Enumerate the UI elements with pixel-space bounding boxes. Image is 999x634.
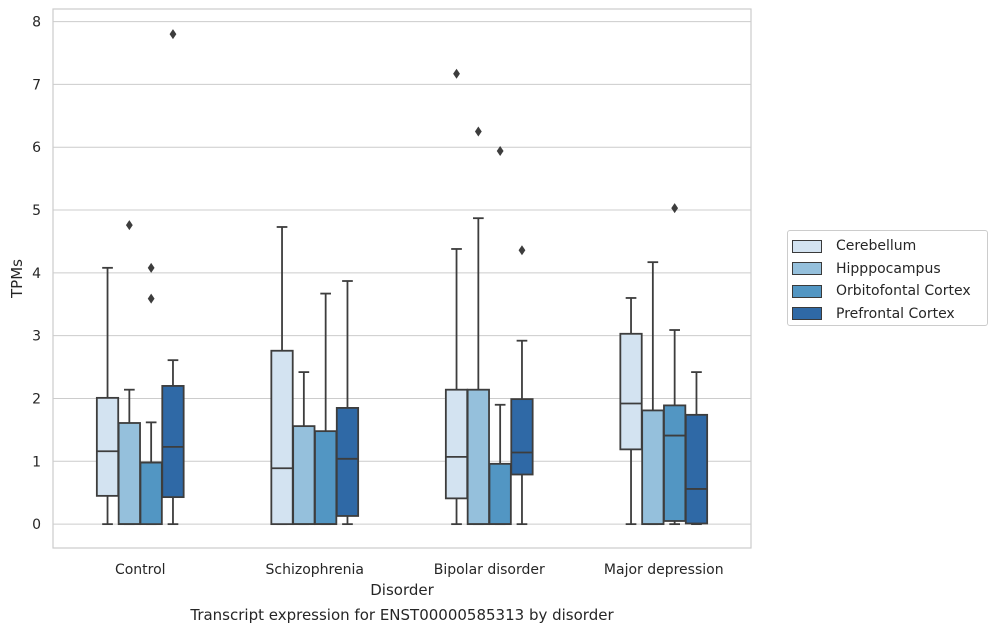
- y-tick-label-2: 2: [32, 391, 41, 407]
- legend-swatch: [792, 262, 822, 276]
- box-3-0: [619, 297, 643, 526]
- outlier-point: [474, 126, 482, 137]
- y-axis-label: TPMs: [8, 259, 26, 299]
- box-body: [444, 388, 469, 500]
- box-groups: [95, 29, 709, 526]
- box-0-0: [95, 266, 120, 526]
- box-body: [161, 385, 185, 499]
- y-tick-label-6: 6: [32, 140, 41, 156]
- outlier-point: [147, 262, 155, 273]
- outlier-point: [125, 220, 133, 231]
- legend-label: Orbitofontal Cortex: [836, 283, 971, 300]
- box-2-0: [444, 68, 469, 526]
- x-tick-label-0: Control: [115, 562, 166, 578]
- y-tick-label-7: 7: [32, 77, 41, 93]
- box-body: [95, 396, 120, 497]
- box-0-2: [139, 262, 163, 526]
- box-body: [335, 407, 360, 517]
- box-0-1: [117, 220, 141, 526]
- legend-item-0: Cerebellum: [792, 235, 987, 258]
- box-1-2: [314, 292, 338, 526]
- outlier-point: [518, 245, 526, 256]
- box-body: [488, 462, 512, 526]
- outlier-point: [453, 68, 460, 79]
- x-tick-label-3: Major depression: [604, 562, 724, 578]
- x-tick-label-2: Bipolar disorder: [434, 562, 545, 578]
- y-tick-label-1: 1: [32, 454, 41, 470]
- box-body: [314, 430, 338, 526]
- box-body: [466, 388, 490, 526]
- legend-swatch: [792, 307, 822, 321]
- box-1-1: [292, 371, 316, 526]
- legend-label: Cerebellum: [836, 238, 917, 255]
- outlier-point: [147, 293, 155, 304]
- x-axis-ticks: Control Schizophrenia Bipolar disorder Majo…: [115, 562, 724, 578]
- x-axis-label: Disorder: [370, 581, 434, 599]
- box-body: [292, 425, 316, 526]
- legend-swatch: [792, 284, 822, 298]
- box-body: [684, 413, 709, 525]
- y-tick-label-0: 0: [32, 517, 41, 533]
- chart-caption: Transcript expression for ENST0000058531…: [190, 606, 614, 624]
- y-axis-ticks: 0 1 2 3 4 5 6 7 8: [32, 15, 41, 534]
- y-tick-label-5: 5: [32, 203, 41, 219]
- y-tick-label-8: 8: [32, 15, 41, 31]
- box-body: [619, 332, 643, 451]
- y-tick-label-4: 4: [32, 266, 41, 282]
- box-body: [510, 398, 534, 476]
- outlier-point: [671, 203, 679, 214]
- outlier-point: [496, 145, 504, 156]
- legend-label: Hipppocampus: [836, 260, 941, 277]
- plot-area-frame: [52, 8, 752, 549]
- x-tick-label-1: Schizophrenia: [266, 562, 364, 578]
- outlier-point: [169, 29, 177, 40]
- box-2-2: [488, 145, 512, 526]
- box-body: [641, 409, 665, 526]
- legend-item-2: Orbitofontal Cortex: [792, 280, 987, 303]
- box-body: [139, 461, 163, 526]
- box-body: [270, 349, 294, 526]
- y-tick-label-3: 3: [32, 329, 41, 345]
- legend: Cerebellum Hipppocampus Orbitofontal Corte…: [787, 230, 988, 326]
- box-body: [117, 422, 141, 526]
- box-1-0: [270, 226, 294, 526]
- box-1-3: [335, 280, 360, 526]
- box-2-1: [466, 126, 490, 526]
- box-2-3: [510, 245, 534, 526]
- legend-item-1: Hipppocampus: [792, 258, 987, 281]
- legend-item-3: Prefrontal Cortex: [792, 303, 987, 326]
- box-body: [663, 404, 687, 522]
- box-3-3: [684, 371, 709, 526]
- box-3-2: [663, 203, 687, 526]
- box-0-3: [161, 29, 185, 526]
- legend-swatch: [792, 239, 822, 253]
- box-3-1: [641, 261, 665, 526]
- legend-label: Prefrontal Cortex: [836, 305, 955, 322]
